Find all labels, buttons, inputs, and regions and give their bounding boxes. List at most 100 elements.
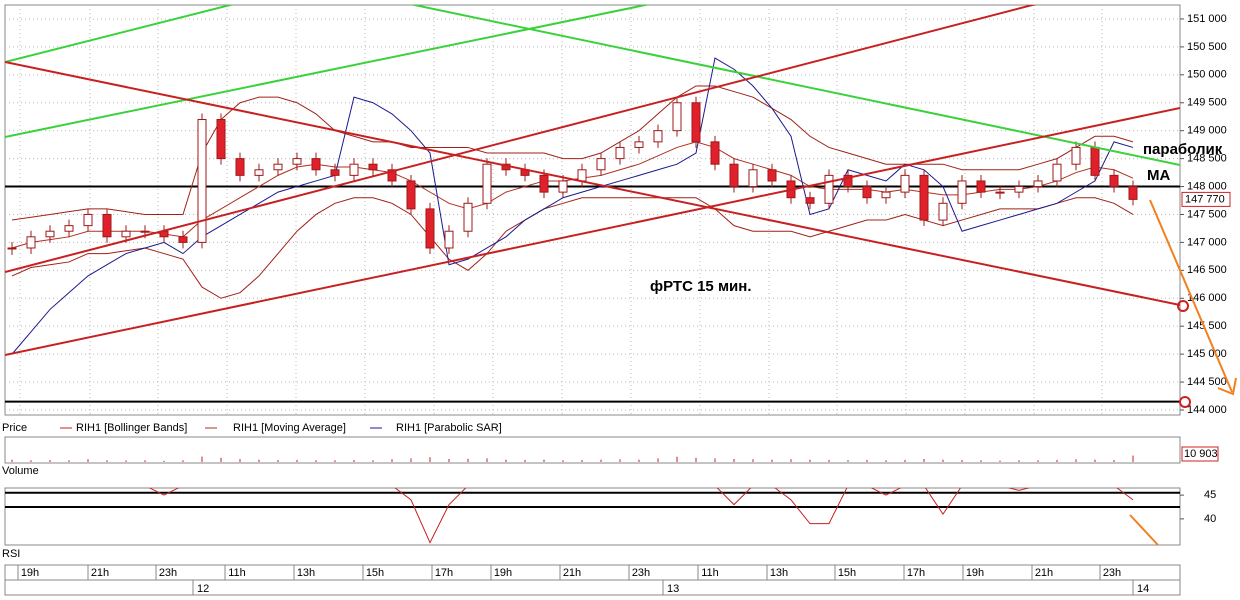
day-label: 13 [667,583,679,595]
candle [862,186,872,199]
day-label: 12 [197,583,209,595]
panel-title: Volume [2,465,39,477]
trend-line [5,5,235,63]
x-tick-label: 21h [1035,567,1053,579]
y-tick-label: 148 500 [1187,153,1227,165]
candle [64,225,74,232]
candle [197,119,207,243]
x-tick-label: 19h [494,567,512,579]
y-tick-label: 149 500 [1187,97,1227,109]
candle [387,169,397,182]
legend-entry: RIH1 [Parabolic SAR] [396,422,502,434]
legend-entry: RIH1 [Bollinger Bands] [76,422,187,434]
y-tick-label: 146 000 [1187,292,1227,304]
candle [121,230,131,238]
candle [976,180,986,193]
candle [216,119,226,160]
candle [102,213,112,238]
price-box [1181,191,1231,207]
candle [653,130,663,143]
legend-entry: RIH1 [Moving Average] [233,422,346,434]
trend-line [5,5,1037,273]
x-tick-label: 13h [770,567,788,579]
annotation: MA [1147,167,1170,184]
marker [1177,300,1189,312]
candle [311,158,321,171]
candle [995,191,1005,194]
candle [919,174,929,221]
candle [1128,186,1138,200]
candle [596,158,606,171]
x-tick-label: 15h [366,567,384,579]
bollinger-lower [11,197,1134,299]
legend-entry: Price [2,422,27,434]
candle [45,230,55,238]
trend-lines [5,5,1180,356]
y-tick-label: 144 000 [1187,404,1227,416]
rsi-line [148,488,1134,544]
arrow [1149,199,1233,393]
candle [615,146,625,160]
arrow-head [1217,377,1237,396]
x-tick-label: 23h [1103,567,1121,579]
candle [140,230,150,233]
candle [292,158,302,165]
arrow [1129,514,1159,546]
plot-layer: 144 000 144 500 145 000 145 500 146 000 146 5… [5,5,1231,595]
candle [425,208,435,249]
candle [729,163,739,188]
x-tick-label: 11h [228,567,246,579]
candle [254,169,264,176]
candle [881,191,891,199]
marker [1179,396,1191,408]
x-tick-label: 21h [563,567,581,579]
trend-line [5,107,1180,356]
candle [1090,146,1100,176]
candle [558,180,568,193]
trend-line [409,5,1180,166]
candle [406,180,416,210]
panel-title: RSI [2,548,20,560]
price-panel [4,4,1181,416]
y-tick-label: 144 500 [1187,376,1227,388]
trend-line [5,61,1180,306]
x-tick-label: 17h [907,567,925,579]
x-tick-label: 23h [159,567,177,579]
candle [368,163,378,171]
candle [83,213,93,227]
x-tick-label: 19h [966,567,984,579]
candle [26,236,36,249]
y-tick-label: 149 000 [1187,125,1227,137]
y-tick-label: 146 500 [1187,264,1227,276]
volume-box [1181,446,1219,462]
x-tick-label: 13h [297,567,315,579]
candle [273,163,283,171]
candle [748,169,758,188]
y-tick-label: 147 500 [1187,208,1227,220]
candle [1052,163,1062,182]
x-tick-label: 15h [838,567,856,579]
candle [843,174,853,188]
trend-line [5,5,651,138]
candle [957,180,967,204]
x-tick-label: 17h [435,567,453,579]
candle [805,197,815,204]
chart-title: фРТС 15 мин. [650,278,752,295]
x-tick-label: 21h [91,567,109,579]
x-tick-label: 11h [701,567,719,579]
x-tick-label: 23h [632,567,650,579]
day-label: 14 [1137,583,1149,595]
y-tick-label: 145 500 [1187,320,1227,332]
y-tick-label: 151 000 [1187,13,1227,25]
candle [330,169,340,176]
rsi-tick-label: 40 [1204,513,1216,525]
candle [672,102,682,132]
candle [938,202,948,221]
candle [235,158,245,176]
rsi-panel [4,487,1181,546]
candle [349,163,359,176]
y-tick-label: 148 000 [1187,180,1227,192]
y-tick-label: 147 000 [1187,236,1227,248]
candle [1109,174,1119,188]
